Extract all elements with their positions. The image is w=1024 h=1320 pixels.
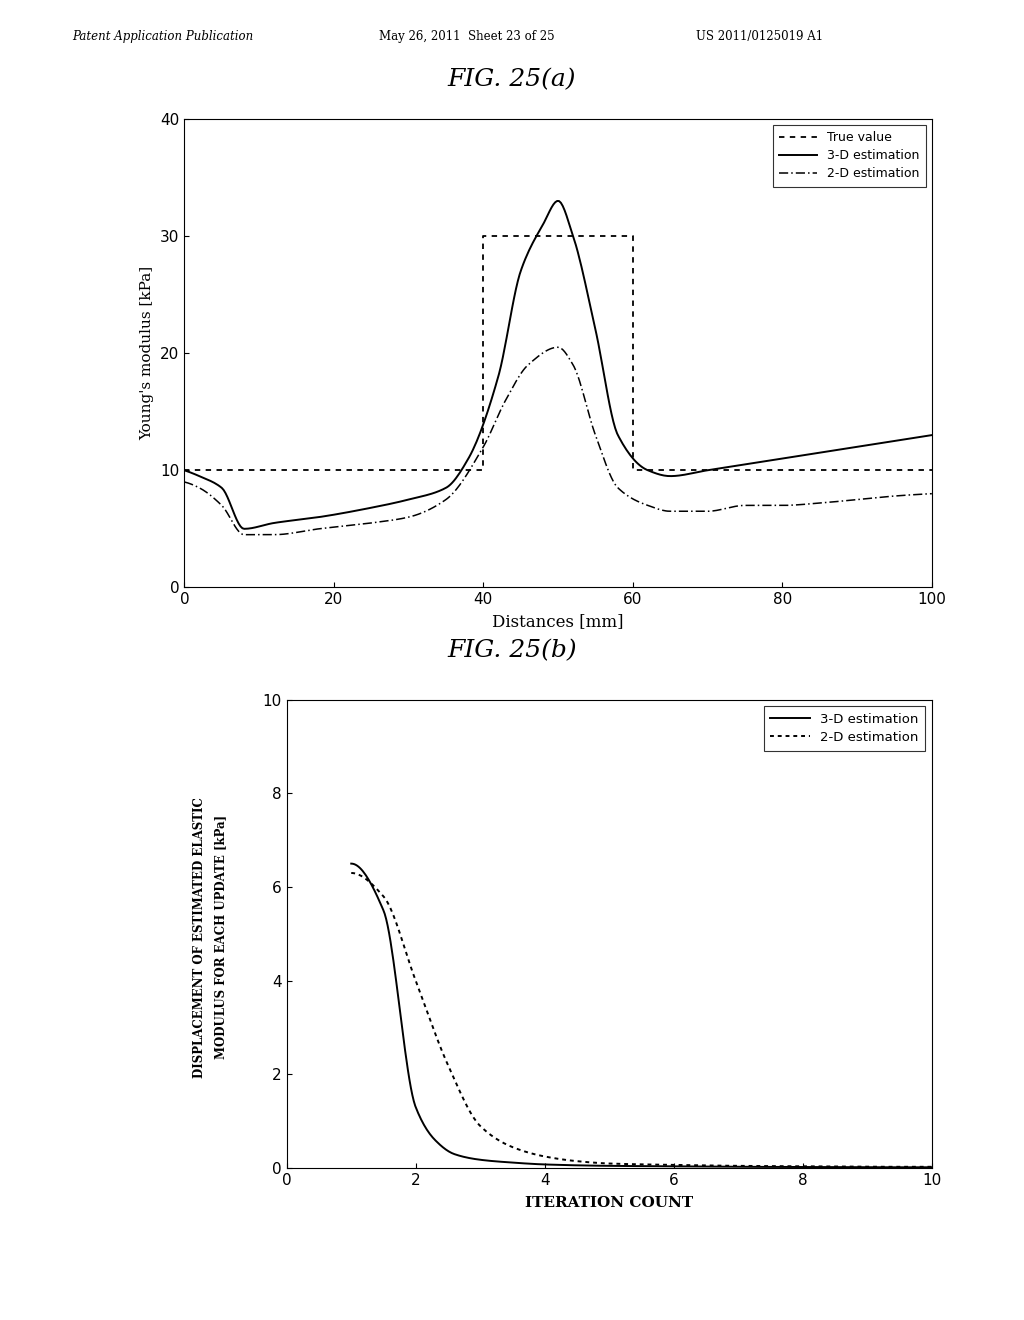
2-D estimation <box>652 502 665 517</box>
3-D estimation <box>725 458 737 474</box>
2-D estimation <box>767 1158 779 1173</box>
Legend: 3-D estimation, 2-D estimation: 3-D estimation, 2-D estimation <box>764 706 926 751</box>
2-D estimation <box>926 1159 938 1175</box>
Legend: True value, 3-D estimation, 2-D estimation: True value, 3-D estimation, 2-D estimati… <box>773 125 926 186</box>
Y-axis label: Young's modulus [kPa]: Young's modulus [kPa] <box>140 267 155 440</box>
2-D estimation <box>476 441 488 457</box>
True value <box>627 462 639 478</box>
3-D estimation <box>926 1159 938 1175</box>
3-D estimation <box>926 428 938 444</box>
3-D estimation <box>861 1159 873 1175</box>
2-D estimation <box>764 1158 776 1173</box>
2-D estimation <box>725 499 737 515</box>
2-D estimation <box>239 527 251 543</box>
Text: MODULUS FOR EACH UPDATE [kPa]: MODULUS FOR EACH UPDATE [kPa] <box>214 816 226 1059</box>
3-D estimation <box>535 1156 547 1172</box>
3-D estimation <box>415 1111 427 1127</box>
True value <box>926 462 938 478</box>
2-D estimation <box>722 500 734 516</box>
2-D estimation <box>424 502 436 517</box>
3-D estimation <box>551 193 563 209</box>
2-D estimation <box>575 1154 588 1170</box>
3-D estimation <box>178 462 190 478</box>
True value <box>477 228 489 244</box>
3-D estimation <box>424 486 436 502</box>
True value <box>627 228 639 244</box>
3-D estimation <box>767 1159 779 1175</box>
2-D estimation <box>270 527 283 543</box>
2-D estimation <box>415 987 427 1003</box>
Text: DISPLACEMENT OF ESTIMATED ELASTIC: DISPLACEMENT OF ESTIMATED ELASTIC <box>194 797 206 1077</box>
3-D estimation <box>711 1159 723 1175</box>
X-axis label: ITERATION COUNT: ITERATION COUNT <box>525 1196 693 1210</box>
Line: 3-D estimation: 3-D estimation <box>184 201 932 529</box>
True value <box>477 462 489 478</box>
2-D estimation <box>535 1147 547 1163</box>
True value <box>178 462 190 478</box>
2-D estimation <box>551 339 563 355</box>
X-axis label: Distances [mm]: Distances [mm] <box>493 612 624 630</box>
3-D estimation <box>764 1159 776 1175</box>
Line: 2-D estimation: 2-D estimation <box>351 873 932 1167</box>
3-D estimation <box>270 515 283 531</box>
Text: FIG. 25(b): FIG. 25(b) <box>447 639 577 663</box>
Line: True value: True value <box>184 236 932 470</box>
Line: 3-D estimation: 3-D estimation <box>351 863 932 1167</box>
3-D estimation <box>345 855 357 871</box>
3-D estimation <box>652 466 665 482</box>
Text: FIG. 25(a): FIG. 25(a) <box>447 67 577 91</box>
3-D estimation <box>575 1158 588 1173</box>
Text: Patent Application Publication: Patent Application Publication <box>72 30 253 44</box>
2-D estimation <box>861 1159 873 1175</box>
2-D estimation <box>178 474 190 490</box>
2-D estimation <box>926 486 938 502</box>
3-D estimation <box>239 521 251 537</box>
2-D estimation <box>711 1158 723 1173</box>
Text: May 26, 2011  Sheet 23 of 25: May 26, 2011 Sheet 23 of 25 <box>379 30 555 44</box>
3-D estimation <box>476 420 488 436</box>
Text: US 2011/0125019 A1: US 2011/0125019 A1 <box>696 30 823 44</box>
2-D estimation <box>345 865 357 880</box>
Line: 2-D estimation: 2-D estimation <box>184 347 932 535</box>
3-D estimation <box>722 459 734 475</box>
